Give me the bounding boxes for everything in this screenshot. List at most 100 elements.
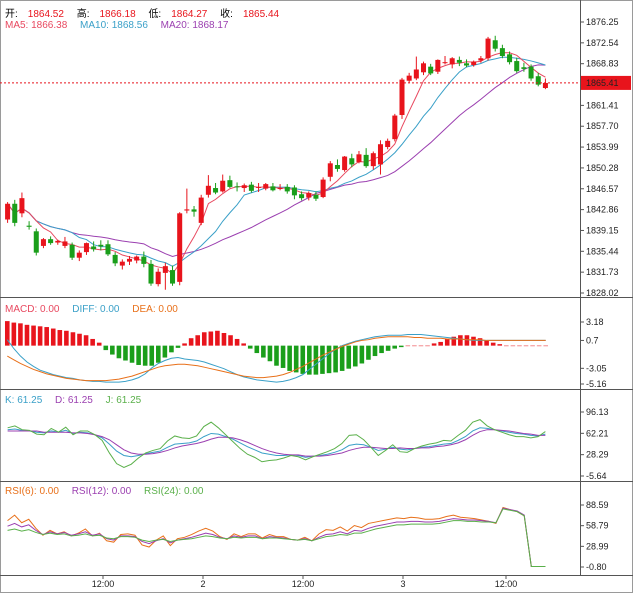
candle-body [105,244,111,255]
candle-body [471,61,477,65]
x-tick-label: 12:00 [92,579,115,589]
candle-body [227,180,233,187]
candle-body [12,203,18,223]
candle-body [428,66,434,74]
candle-body [542,82,548,89]
candle-body [392,115,398,140]
ohlc-legend: 开: 1864.52 高: 1866.18 低: 1864.27 收: 1865.44 [5,5,289,20]
candle-body [306,193,312,198]
high-label: 高: 1866.18 [76,9,136,20]
macd-bar [261,345,266,358]
macd-bar [110,345,115,355]
dea-line [7,336,546,382]
macd-bar [267,345,273,362]
macd-bar [208,331,214,346]
ma5-label: MA5: 1866.38 [5,20,68,31]
x-tick-label: 12:00 [292,579,315,589]
macd-bar [372,345,378,357]
macd-bar [129,345,135,363]
macd-bar [64,330,69,346]
macd-bar [477,338,483,346]
macd-bar [536,345,542,347]
y-tick-label: -5.64 [586,471,607,481]
y-tick-label: 1831.73 [586,267,619,277]
macd-bar [156,345,161,363]
candle-body [442,62,448,64]
macd-bar [241,343,246,346]
macd-bar [228,335,233,346]
macd-bar [517,345,522,347]
macd-bar [57,330,63,346]
candle-body [485,38,491,59]
y-tick-label: 1839.15 [586,225,619,235]
macd-bar [221,333,227,346]
diff-label: DIFF: 0.00 [72,304,120,315]
candle-body [449,58,455,65]
macd-bar [77,333,82,346]
candle-body [134,256,140,261]
macd-bar [326,345,332,374]
macd-bar [543,345,549,347]
candle-body [126,258,133,262]
candle-body [521,67,527,69]
y-tick-label: 28.29 [586,450,609,460]
candle-body [55,240,61,243]
macd-bar [70,332,76,346]
macd-bar [162,345,168,358]
candle-body [241,185,247,189]
candle-body [478,58,484,61]
candle-body [184,209,190,211]
macd-bar [175,345,181,348]
macd-bar [418,345,424,347]
macd-bar [50,328,56,346]
y-tick-label: 1857.70 [586,121,619,131]
candle-body [155,271,161,285]
candle-body [464,63,470,66]
macd-bar [4,321,10,346]
x-tick-label: 3 [400,579,405,589]
macd-bar [44,327,49,346]
candle-body [191,209,197,212]
macd-bar [333,345,338,373]
macd-bar [274,345,279,366]
candle-body [492,40,498,49]
candle-body [256,186,262,188]
candle-body [377,144,383,165]
y-tick-label: 62.21 [586,428,609,438]
macd-bar [385,345,391,351]
y-tick-label: 1828.02 [586,288,619,298]
macd-bar [136,345,141,365]
macd-bar [504,345,509,347]
rsi-legend: RSI(6): 0.00 RSI(12): 0.00 RSI(24): 0.00 [5,486,213,497]
candle-body [413,69,419,79]
candle-body [213,188,219,193]
candle-body [119,261,125,266]
y-tick-label: 28.99 [586,541,609,551]
candle-body [327,163,333,177]
macd-bar [201,332,207,346]
candle-body [385,140,391,148]
macd-bar [392,345,397,349]
y-tick-label: 58.79 [586,521,609,531]
macd-bar [431,343,437,346]
macd-legend: MACD: 0.00 DIFF: 0.00 DEA: 0.00 [5,304,188,315]
last-price-label: 1865.41 [586,78,619,88]
candle-body [299,194,305,199]
candle-body [141,256,147,264]
x-tick-label: 2 [200,579,205,589]
macd-bar [307,345,312,375]
candle-body [198,197,204,223]
candle-body [456,59,462,63]
candle-body [162,266,168,273]
macd-bar [490,342,496,346]
candle-body [284,186,290,192]
ma5-line [7,52,546,275]
macd-bar [359,345,365,364]
macd-bar [83,335,89,346]
candle-body [91,246,97,250]
candle-body [83,243,89,253]
macd-bar [379,345,384,354]
candle-body [277,188,283,190]
candle-body [528,66,534,79]
